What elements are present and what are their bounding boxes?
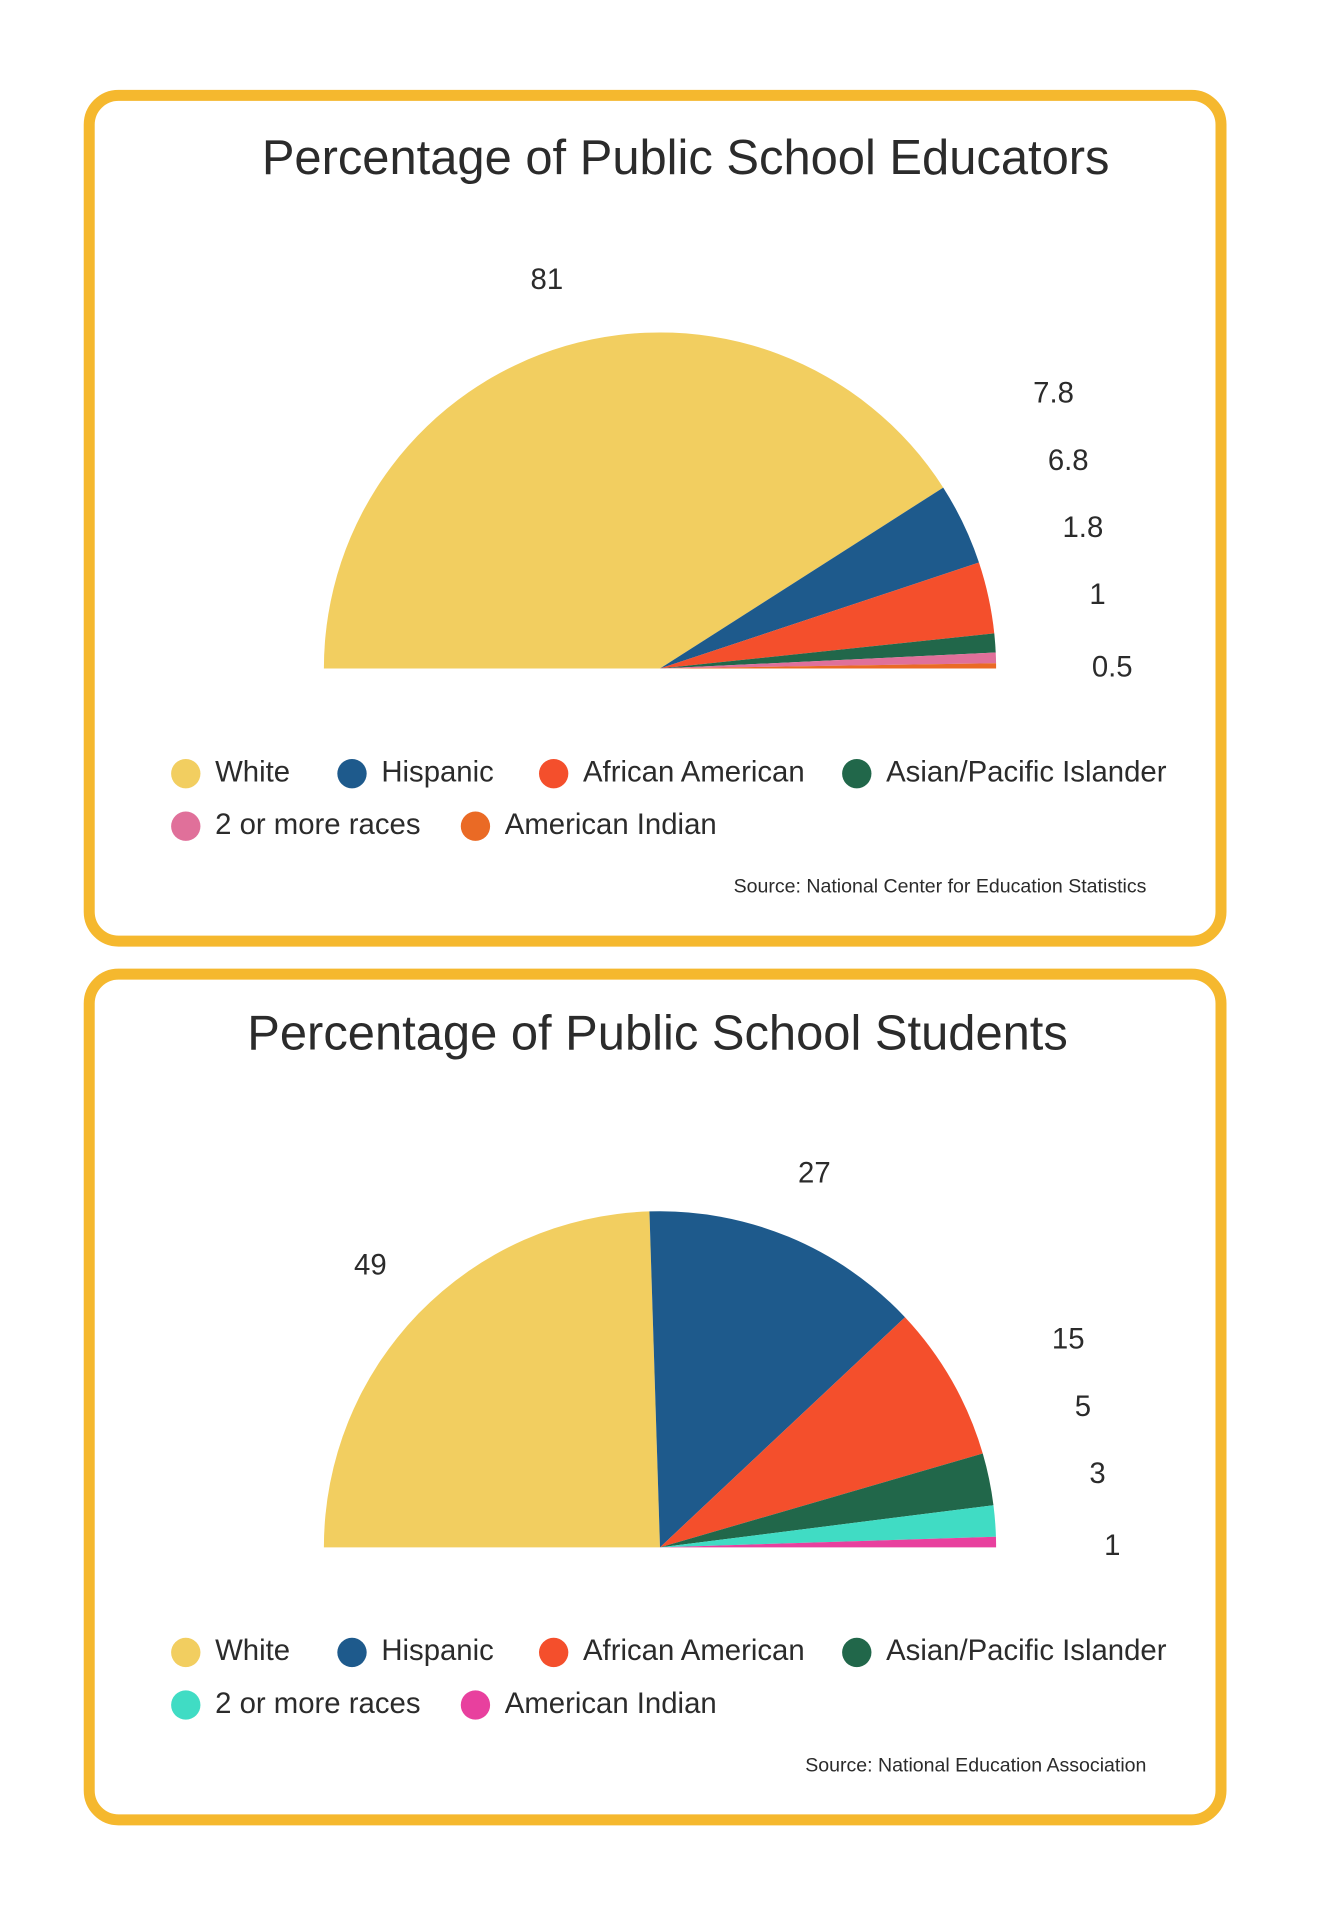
legend-swatch	[171, 1637, 201, 1668]
pie-slice	[649, 1211, 906, 1548]
chart-title: Percentage of Public School Students	[247, 1006, 1068, 1060]
data-label: 6.8	[1048, 444, 1089, 477]
pie-slice	[323, 332, 944, 669]
legend-swatch	[460, 1690, 491, 1720]
data-label: 5	[1075, 1390, 1091, 1423]
legend-label: Asian/Pacific Islander	[886, 755, 1167, 788]
legend-label: Hispanic	[381, 1634, 493, 1667]
legend-label: American Indian	[505, 1687, 717, 1720]
legend-swatch	[460, 811, 491, 841]
pie-slice	[660, 1536, 997, 1548]
data-label: 0.5	[1092, 650, 1133, 683]
legend-swatch	[171, 1690, 201, 1720]
pie-slice	[660, 652, 997, 669]
data-label: 81	[531, 263, 564, 296]
pie-slice	[660, 487, 979, 669]
legend-label: American Indian	[505, 808, 717, 841]
source-note: Source: National Center for Education St…	[734, 876, 1147, 898]
legend-swatch	[171, 759, 201, 789]
legend-swatch	[842, 1637, 872, 1668]
legend-swatch	[337, 759, 367, 789]
legend-swatch	[171, 811, 201, 841]
legend-swatch	[539, 759, 569, 789]
legend-label: Asian/Pacific Islander	[886, 1634, 1167, 1667]
data-label: 1.8	[1062, 511, 1103, 544]
legend-swatch	[337, 1637, 367, 1668]
legend-swatch	[539, 1637, 569, 1668]
pie-slice	[323, 1211, 660, 1548]
pie-slice	[660, 1505, 996, 1548]
legend-swatch	[842, 759, 872, 789]
legend-label: African American	[583, 755, 805, 788]
legend-label: Hispanic	[381, 755, 493, 788]
legend-label: African American	[583, 1634, 805, 1667]
data-label: 1	[1104, 1529, 1120, 1562]
pie-slice	[660, 562, 995, 669]
data-label: 49	[354, 1248, 387, 1281]
pie-slice	[660, 633, 996, 669]
legend-label: 2 or more races	[215, 1687, 420, 1720]
legend-label: 2 or more races	[215, 808, 420, 841]
pie-slice	[660, 663, 997, 669]
legend-label: White	[215, 1634, 290, 1667]
data-label: 15	[1052, 1323, 1085, 1356]
data-label: 27	[798, 1156, 831, 1189]
data-label: 7.8	[1033, 377, 1074, 410]
data-label: 1	[1089, 578, 1105, 611]
pie-slice	[660, 1317, 983, 1548]
data-label: 3	[1089, 1457, 1105, 1490]
chart-title: Percentage of Public School Educators	[262, 131, 1110, 185]
source-note: Source: National Education Association	[805, 1754, 1146, 1776]
pie-slice	[660, 1453, 994, 1548]
legend-label: White	[215, 755, 290, 788]
